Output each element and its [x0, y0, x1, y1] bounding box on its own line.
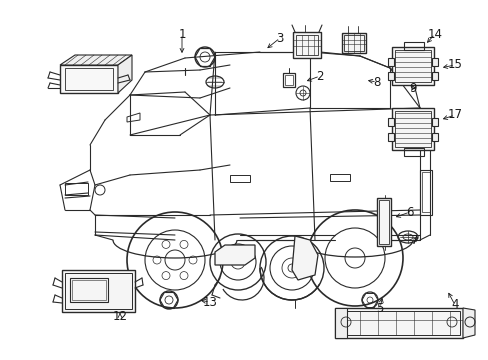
Bar	[378, 200, 388, 244]
Bar	[62, 270, 135, 312]
Polygon shape	[291, 236, 317, 280]
Text: 9: 9	[408, 81, 416, 94]
Bar	[65, 183, 88, 195]
Text: 6: 6	[406, 206, 413, 219]
Bar	[65, 273, 132, 309]
Text: 5: 5	[376, 302, 383, 315]
Bar	[72, 280, 106, 300]
Text: 4: 4	[450, 298, 458, 311]
Bar	[285, 75, 292, 85]
Bar	[70, 278, 108, 302]
Text: 12: 12	[112, 310, 127, 323]
Polygon shape	[60, 65, 118, 93]
Text: 7: 7	[410, 234, 418, 247]
Text: 1: 1	[178, 27, 185, 40]
Bar	[394, 111, 430, 147]
Bar	[419, 170, 431, 215]
Bar	[292, 32, 320, 58]
Bar	[387, 72, 393, 80]
Bar	[376, 198, 390, 246]
Bar	[387, 58, 393, 66]
Text: 15: 15	[447, 58, 462, 72]
Bar	[391, 108, 433, 150]
Text: 8: 8	[372, 76, 380, 89]
Bar	[394, 50, 430, 82]
Bar	[337, 311, 459, 335]
Bar	[387, 118, 393, 126]
Bar	[329, 174, 349, 181]
Bar	[431, 58, 437, 66]
Polygon shape	[215, 245, 254, 265]
Text: 14: 14	[427, 27, 442, 40]
Bar	[403, 42, 423, 50]
Polygon shape	[462, 308, 474, 338]
Bar	[431, 72, 437, 80]
Bar	[421, 172, 429, 212]
Bar	[295, 35, 317, 55]
Polygon shape	[118, 55, 132, 93]
Text: 3: 3	[276, 31, 283, 45]
Bar	[431, 118, 437, 126]
Bar	[431, 133, 437, 141]
Bar	[391, 47, 433, 85]
Text: 17: 17	[447, 108, 462, 122]
Bar	[283, 73, 294, 87]
Bar	[341, 33, 365, 53]
Text: 2: 2	[316, 69, 323, 82]
Polygon shape	[60, 55, 132, 65]
Bar	[343, 35, 363, 51]
Bar	[334, 308, 462, 338]
Bar	[334, 308, 346, 338]
Bar	[229, 175, 249, 182]
Text: 13: 13	[202, 296, 217, 309]
Bar	[387, 133, 393, 141]
Bar	[403, 148, 423, 156]
